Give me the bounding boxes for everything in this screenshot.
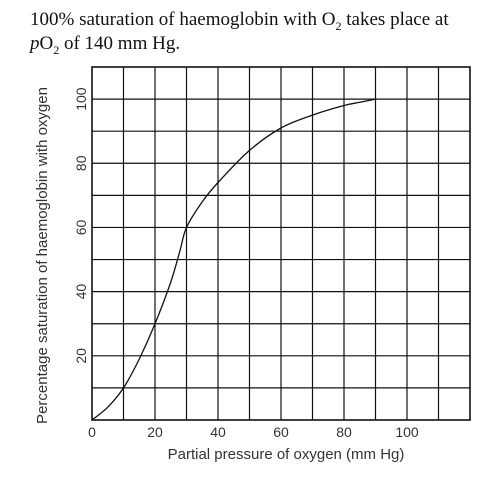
y-tick-label: 60	[73, 219, 89, 235]
x-tick-label: 0	[88, 424, 96, 440]
caption-subscript-2: 2	[53, 42, 60, 57]
x-tick-label: 80	[336, 424, 352, 440]
plot-frame	[91, 66, 471, 421]
figure-caption: 100% saturation of haemoglobin with O2 t…	[30, 8, 480, 56]
y-tick-labels: 20 40 60 80 100	[73, 87, 89, 363]
caption-italic-p: p	[30, 33, 40, 54]
caption-o: O	[39, 33, 54, 54]
y-tick-label: 20	[73, 348, 89, 364]
y-tick-label: 80	[73, 155, 89, 171]
y-tick-label: 40	[73, 284, 89, 300]
series-line	[91, 98, 376, 421]
caption-text-1a: 100% saturation of haemoglobin with O	[30, 9, 336, 30]
x-tick-label: 60	[273, 424, 289, 440]
y-axis-label: Percentage saturation of haemoglobin wit…	[34, 87, 51, 424]
caption-line-1: 100% saturation of haemoglobin with O2 t…	[30, 8, 480, 32]
caption-subscript-1: 2	[335, 18, 342, 33]
y-tick-label: 100	[73, 87, 89, 111]
caption-text-2b: of 140 mm Hg.	[59, 33, 181, 54]
x-tick-label: 100	[395, 424, 419, 440]
x-tick-label: 20	[147, 424, 163, 440]
caption-text-1b: takes place at	[341, 9, 449, 30]
x-axis-label: Partial pressure of oxygen (mm Hg)	[168, 446, 405, 463]
x-tick-labels: 0 20 40 60 80 100	[88, 424, 419, 440]
x-tick-label: 40	[210, 424, 226, 440]
caption-line-2: pO2 of 140 mm Hg.	[30, 32, 480, 56]
grid	[92, 67, 470, 420]
